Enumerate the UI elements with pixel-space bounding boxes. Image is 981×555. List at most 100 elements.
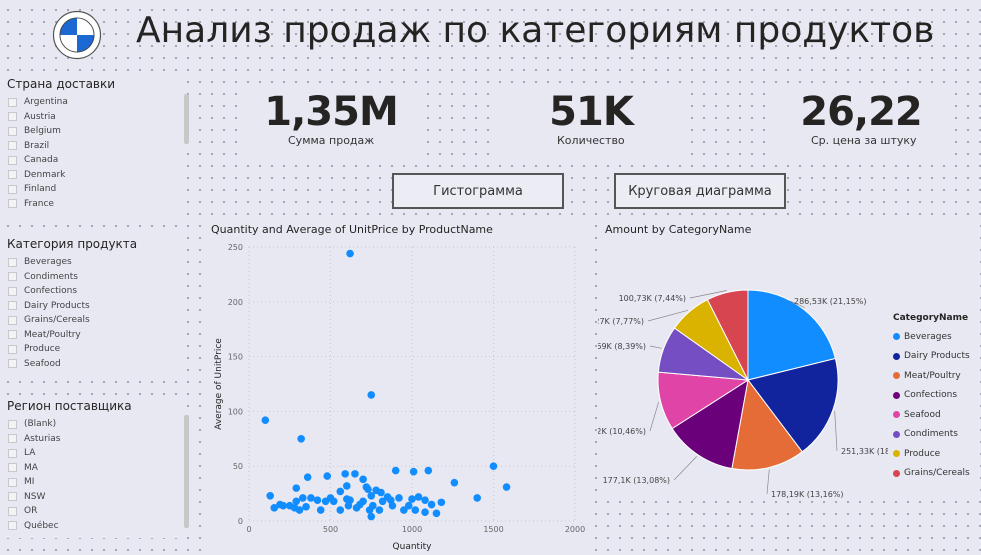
scatter-point[interactable] [292, 497, 301, 506]
slicer-country-item[interactable]: Argentina [4, 95, 182, 110]
scatter-point[interactable] [359, 497, 367, 506]
slicer-country-item[interactable]: Brazil [4, 139, 182, 154]
checkbox[interactable] [8, 126, 17, 136]
scatter-point[interactable] [364, 485, 372, 494]
scatter-point[interactable] [346, 249, 354, 258]
scatter-point[interactable] [336, 506, 345, 514]
slicer-category-item[interactable]: Grains/Cereals [4, 313, 182, 328]
scatter-point[interactable] [270, 504, 279, 512]
scatter-point[interactable] [307, 494, 315, 502]
slicer-category-item[interactable]: Dairy Products [4, 299, 182, 314]
scatter-point[interactable] [473, 494, 482, 502]
slicer-region-item[interactable]: NSW [4, 490, 182, 505]
checkbox[interactable] [8, 112, 17, 122]
checkbox[interactable] [8, 272, 17, 282]
scatter-point[interactable] [421, 508, 429, 517]
scatter-point[interactable] [427, 500, 436, 509]
slicer-category-item[interactable]: Seafood [4, 357, 182, 372]
scatter-point[interactable] [432, 509, 441, 518]
slicer-country-item[interactable]: Canada [4, 153, 182, 168]
scatter-point[interactable] [437, 498, 446, 507]
checkbox[interactable] [8, 492, 17, 502]
scatter-point[interactable] [450, 478, 459, 487]
slicer-region-item[interactable]: (Blank) [4, 417, 182, 432]
checkbox[interactable] [8, 463, 17, 473]
scatter-point[interactable] [343, 495, 351, 503]
scatter-point[interactable] [344, 501, 353, 510]
scatter-point[interactable] [502, 483, 511, 491]
scatter-point[interactable] [489, 462, 498, 470]
checkbox[interactable] [8, 330, 17, 340]
pie-slice[interactable] [747, 289, 836, 381]
checkbox[interactable] [8, 301, 17, 311]
checkbox[interactable] [8, 97, 17, 107]
checkbox[interactable] [8, 141, 17, 151]
checkbox[interactable] [8, 199, 17, 209]
slicer-category-item[interactable]: Meat/Poultry [4, 328, 182, 343]
pie-chart-button[interactable]: Круговая диаграмма [614, 173, 786, 209]
slicer-country-item[interactable]: Denmark [4, 168, 182, 183]
pie-slice[interactable] [671, 378, 749, 470]
legend-item[interactable]: Grains/Cereals [893, 464, 979, 484]
checkbox[interactable] [8, 419, 17, 429]
scatter-point[interactable] [365, 506, 374, 514]
checkbox[interactable] [8, 286, 17, 296]
scatter-point[interactable] [341, 470, 349, 478]
scatter-point[interactable] [298, 494, 307, 502]
scatter-point[interactable] [336, 487, 345, 496]
checkbox[interactable] [8, 315, 17, 325]
slicer-region-item[interactable]: Québec [4, 519, 182, 534]
slicer-region-item[interactable]: MA [4, 461, 182, 476]
slicer-country-item[interactable]: France [4, 197, 182, 212]
scatter-point[interactable] [329, 497, 338, 506]
scatter-point[interactable] [421, 496, 429, 504]
legend-item[interactable]: Meat/Poultry [893, 366, 979, 386]
scatter-point[interactable] [261, 416, 270, 424]
slicer-country-item[interactable]: Belgium [4, 124, 182, 139]
pie-slice[interactable] [706, 289, 749, 381]
scatter-point[interactable] [404, 501, 413, 510]
slicer-country-item[interactable]: Finland [4, 182, 182, 197]
scatter-point[interactable] [292, 484, 301, 492]
scatter-point[interactable] [323, 472, 332, 480]
checkbox[interactable] [8, 448, 17, 458]
scatter-point[interactable] [303, 473, 312, 481]
scatter-point[interactable] [351, 470, 359, 478]
checkbox[interactable] [8, 359, 17, 369]
slicer-region-item[interactable]: OR [4, 504, 182, 519]
checkbox[interactable] [8, 521, 17, 531]
scatter-point[interactable] [295, 506, 304, 514]
legend-item[interactable]: Produce [893, 444, 979, 464]
legend-item[interactable]: Beverages [893, 327, 979, 347]
pie-slice[interactable] [731, 378, 803, 471]
scatter-point[interactable] [391, 466, 400, 475]
checkbox[interactable] [8, 184, 17, 194]
scatter-point[interactable] [367, 491, 376, 500]
scatter-point[interactable] [424, 466, 433, 475]
slicer-country-scrollbar[interactable] [184, 94, 189, 144]
slicer-region-item[interactable]: LA [4, 446, 182, 461]
scatter-point[interactable] [400, 506, 408, 514]
slicer-region-item[interactable]: Asturias [4, 432, 182, 447]
scatter-point[interactable] [266, 491, 274, 500]
scatter-point[interactable] [343, 482, 351, 490]
scatter-point[interactable] [411, 506, 420, 514]
slicer-region-scrollbar[interactable] [184, 415, 189, 528]
scatter-point[interactable] [297, 435, 305, 443]
checkbox[interactable] [8, 155, 17, 165]
checkbox[interactable] [8, 344, 17, 354]
slicer-country-item[interactable]: Austria [4, 110, 182, 125]
scatter-point[interactable] [316, 506, 325, 514]
checkbox[interactable] [8, 434, 17, 444]
legend-item[interactable]: Confections [893, 386, 979, 406]
scatter-point[interactable] [279, 501, 288, 510]
histogram-button[interactable]: Гистограмма [392, 173, 564, 209]
scatter-point[interactable] [302, 502, 310, 511]
legend-item[interactable]: Condiments [893, 425, 979, 445]
checkbox[interactable] [8, 477, 17, 487]
scatter-point[interactable] [395, 494, 403, 502]
scatter-point[interactable] [408, 495, 416, 503]
scatter-point[interactable] [378, 497, 387, 506]
legend-item[interactable]: Seafood [893, 405, 979, 425]
checkbox[interactable] [8, 257, 17, 267]
